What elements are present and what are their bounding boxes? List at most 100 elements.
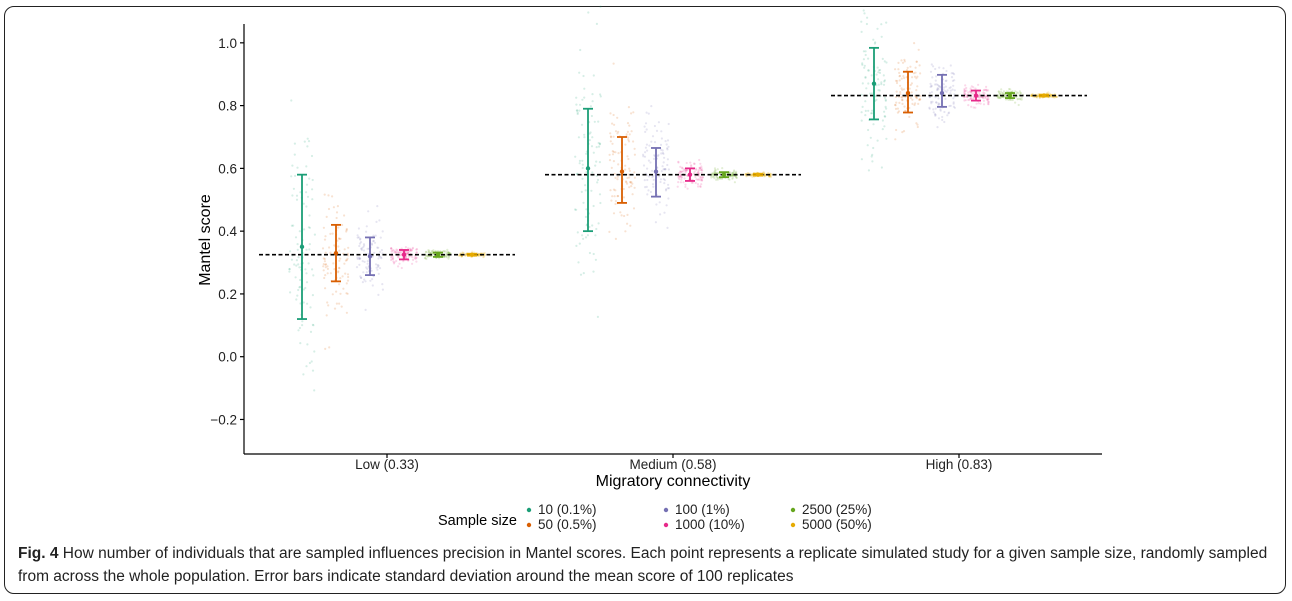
replicate-point <box>972 106 975 109</box>
replicate-point <box>713 167 717 170</box>
replicate-point <box>684 169 687 173</box>
replicate-point <box>436 249 440 253</box>
replicate-point <box>414 257 417 260</box>
replicate-point <box>1005 90 1008 93</box>
replicate-point <box>647 112 650 115</box>
replicate-point <box>867 128 870 132</box>
replicate-point <box>390 247 393 250</box>
replicate-point <box>366 262 369 265</box>
replicate-point <box>1001 92 1004 95</box>
replicate-point <box>616 132 619 135</box>
replicate-point <box>446 248 449 251</box>
replicate-point <box>735 176 738 179</box>
replicate-point <box>391 256 395 259</box>
replicate-point <box>302 301 305 304</box>
replicate-point <box>304 286 307 290</box>
replicate-point <box>376 205 379 208</box>
replicate-point <box>981 96 984 99</box>
replicate-point <box>378 255 381 258</box>
replicate-point <box>374 234 377 237</box>
replicate-point <box>308 361 311 365</box>
replicate-point <box>390 256 393 259</box>
replicate-point <box>1037 95 1040 98</box>
replicate-point <box>443 250 446 253</box>
replicate-point <box>661 165 664 168</box>
replicate-point <box>633 186 636 189</box>
replicate-point <box>677 175 680 178</box>
replicate-point <box>944 85 948 88</box>
replicate-point <box>952 84 955 87</box>
replicate-point <box>875 73 878 76</box>
replicate-point <box>898 101 901 104</box>
replicate-point <box>1049 93 1052 96</box>
replicate-point <box>305 165 308 168</box>
replicate-point <box>911 76 914 79</box>
replicate-point <box>769 176 773 179</box>
mean-point <box>721 172 727 177</box>
replicate-point <box>1019 92 1022 95</box>
replicate-point <box>323 260 326 263</box>
replicate-point <box>288 270 291 273</box>
replicate-point <box>596 178 600 181</box>
replicate-point <box>594 234 597 237</box>
replicate-point <box>861 62 864 65</box>
replicate-point <box>374 263 378 266</box>
replicate-point <box>616 175 619 178</box>
replicate-point <box>731 177 734 180</box>
replicate-point <box>769 174 773 177</box>
replicate-point <box>894 68 897 71</box>
legend-marker <box>790 507 796 513</box>
replicate-point <box>908 87 911 90</box>
replicate-point <box>718 177 722 180</box>
replicate-point <box>899 84 902 87</box>
replicate-point <box>965 86 968 90</box>
replicate-point <box>987 89 990 92</box>
replicate-point <box>464 253 467 256</box>
replicate-point <box>661 149 664 152</box>
y-tick-label: −0.2 <box>210 412 237 427</box>
replicate-point <box>677 160 680 163</box>
replicate-point <box>1019 98 1022 101</box>
replicate-point <box>323 257 326 261</box>
replicate-point <box>1038 96 1041 100</box>
replicate-point <box>442 255 445 258</box>
replicate-point <box>373 251 376 254</box>
replicate-point <box>936 83 939 87</box>
replicate-point <box>944 79 947 83</box>
replicate-point <box>651 135 655 138</box>
replicate-point <box>936 89 939 92</box>
replicate-point <box>716 178 719 181</box>
replicate-point <box>937 84 941 88</box>
replicate-point <box>905 69 909 72</box>
replicate-point <box>981 96 985 99</box>
replicate-point <box>998 95 1001 98</box>
replicate-point <box>867 82 870 85</box>
replicate-point <box>361 281 364 284</box>
replicate-point <box>292 187 295 190</box>
replicate-point <box>948 87 951 90</box>
replicate-point <box>305 281 309 284</box>
replicate-point <box>599 5 602 8</box>
replicate-point <box>713 177 716 180</box>
replicate-point <box>949 86 952 89</box>
replicate-point <box>652 178 655 181</box>
replicate-point <box>882 74 885 77</box>
replicate-point <box>293 142 296 145</box>
replicate-point <box>592 252 595 256</box>
replicate-point <box>329 272 332 275</box>
replicate-point <box>624 230 627 233</box>
replicate-point <box>345 227 348 231</box>
replicate-point <box>869 92 872 95</box>
replicate-point <box>447 255 451 259</box>
replicate-point <box>679 173 682 176</box>
replicate-point <box>307 262 310 265</box>
replicate-point <box>950 76 954 79</box>
replicate-point <box>597 141 600 145</box>
replicate-point <box>716 168 719 171</box>
replicate-point <box>662 161 665 164</box>
replicate-point <box>609 112 612 115</box>
replicate-point <box>404 246 407 249</box>
replicate-point <box>628 186 631 189</box>
replicate-point <box>358 257 361 261</box>
replicate-point <box>477 253 480 256</box>
